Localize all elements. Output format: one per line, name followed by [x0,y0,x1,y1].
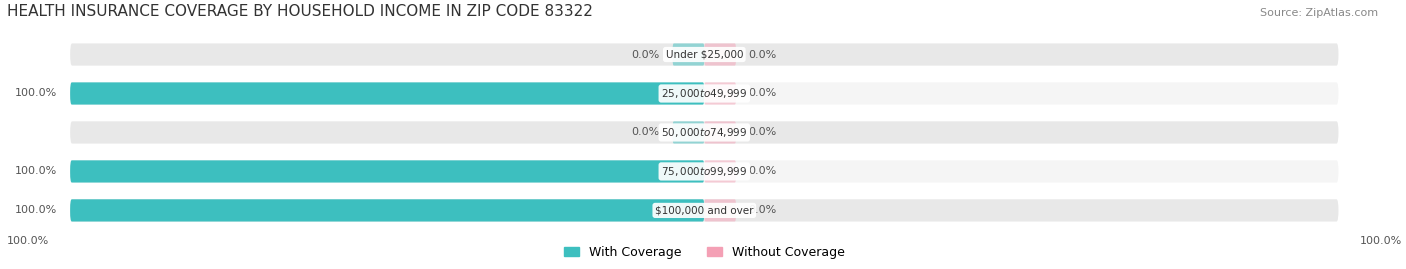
Text: HEALTH INSURANCE COVERAGE BY HOUSEHOLD INCOME IN ZIP CODE 83322: HEALTH INSURANCE COVERAGE BY HOUSEHOLD I… [7,4,593,19]
Text: $75,000 to $99,999: $75,000 to $99,999 [661,165,748,178]
FancyBboxPatch shape [70,199,704,222]
Text: $25,000 to $49,999: $25,000 to $49,999 [661,87,748,100]
Text: 0.0%: 0.0% [749,49,778,59]
FancyBboxPatch shape [672,121,704,144]
FancyBboxPatch shape [70,160,1339,183]
FancyBboxPatch shape [70,199,1339,222]
FancyBboxPatch shape [70,43,1339,66]
FancyBboxPatch shape [70,121,1339,144]
Text: Under $25,000: Under $25,000 [665,49,742,59]
Text: $50,000 to $74,999: $50,000 to $74,999 [661,126,748,139]
Text: 0.0%: 0.0% [631,49,659,59]
Text: 0.0%: 0.0% [749,128,778,137]
Text: 100.0%: 100.0% [7,236,49,246]
FancyBboxPatch shape [70,82,704,105]
Text: 100.0%: 100.0% [1360,236,1402,246]
FancyBboxPatch shape [704,160,737,183]
FancyBboxPatch shape [704,121,737,144]
Text: $100,000 and over: $100,000 and over [655,206,754,215]
Text: 0.0%: 0.0% [749,206,778,215]
FancyBboxPatch shape [70,160,704,183]
FancyBboxPatch shape [704,82,737,105]
FancyBboxPatch shape [704,199,737,222]
Text: 0.0%: 0.0% [749,167,778,176]
FancyBboxPatch shape [70,82,1339,105]
Text: 100.0%: 100.0% [15,167,58,176]
Text: Source: ZipAtlas.com: Source: ZipAtlas.com [1260,8,1378,18]
Text: 100.0%: 100.0% [15,206,58,215]
FancyBboxPatch shape [704,43,737,66]
FancyBboxPatch shape [672,43,704,66]
Text: 0.0%: 0.0% [749,89,778,98]
Text: 100.0%: 100.0% [15,89,58,98]
Text: 0.0%: 0.0% [631,128,659,137]
Legend: With Coverage, Without Coverage: With Coverage, Without Coverage [560,241,849,264]
